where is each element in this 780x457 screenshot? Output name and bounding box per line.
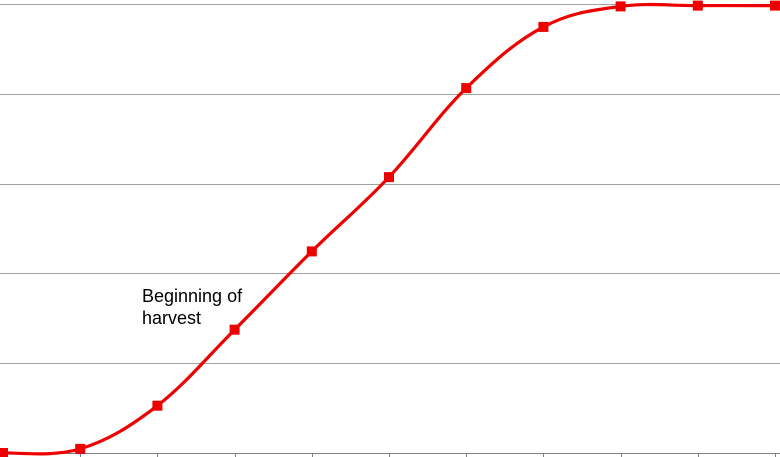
annotation-line-2: harvest (142, 308, 201, 328)
data-point-1 (75, 443, 86, 454)
annotation-line-1: Beginning of (142, 286, 243, 306)
data-point-3 (229, 324, 240, 335)
x-axis (0, 453, 780, 457)
data-point-9 (692, 0, 703, 11)
data-point-8 (615, 1, 626, 12)
annotation-harvest: Beginning of harvest (142, 286, 247, 328)
data-point-4 (306, 246, 317, 257)
data-point-10 (770, 0, 780, 11)
data-point-0 (0, 448, 8, 457)
data-point-5 (384, 172, 394, 183)
data-point-7 (538, 21, 549, 32)
data-point-6 (461, 83, 472, 94)
data-point-2 (152, 400, 163, 411)
gridlines (0, 4, 780, 454)
